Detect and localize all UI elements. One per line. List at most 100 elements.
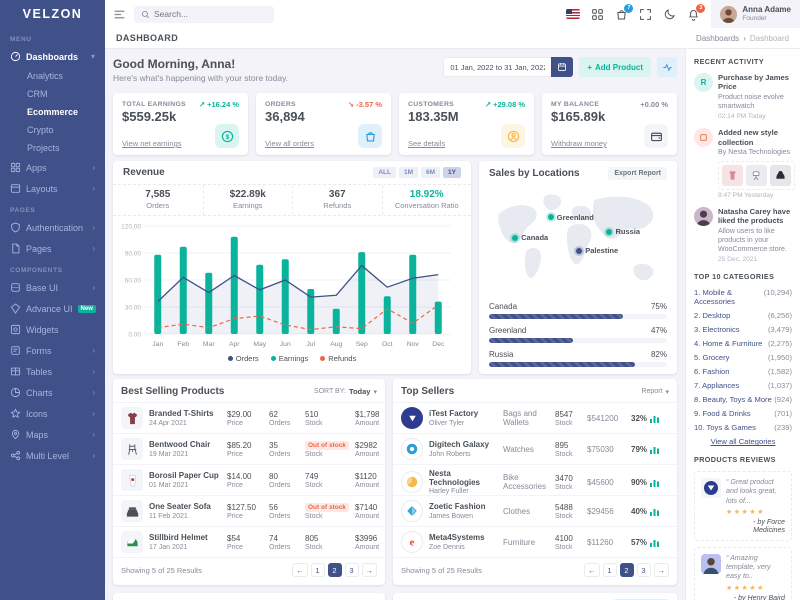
sidebar-section-pages: PAGES xyxy=(10,207,36,214)
map-pin-icon xyxy=(11,430,20,440)
seller-name[interactable]: Nesta Technologies xyxy=(429,469,480,488)
product-image[interactable] xyxy=(770,164,791,186)
svg-text:60.00: 60.00 xyxy=(125,278,142,285)
product-name[interactable]: Borosil Paper Cup xyxy=(149,471,219,481)
add-product-button[interactable]: + Add Product xyxy=(579,57,651,77)
product-image[interactable] xyxy=(722,164,743,186)
pagination-page-1[interactable]: 1 xyxy=(310,563,325,577)
map-marker-palestine[interactable]: Palestine xyxy=(576,246,618,255)
sidebar-item-crm[interactable]: CRM xyxy=(27,89,48,99)
pagination-page-3[interactable]: 3 xyxy=(344,563,359,577)
sidebar-item-base-ui[interactable]: Base UI › xyxy=(0,277,105,298)
pagination-next[interactable]: → xyxy=(653,563,669,577)
sidebar-item-crypto[interactable]: Crypto xyxy=(27,125,54,135)
svg-text:Nov: Nov xyxy=(407,341,420,348)
view-all-orders-link[interactable]: View all orders xyxy=(265,139,315,148)
calendar-button[interactable] xyxy=(551,57,574,77)
map-marker-russia[interactable]: Russia xyxy=(606,227,640,236)
sidebar-item-dashboards[interactable]: Dashboards ▾ xyxy=(0,46,105,67)
activity-button[interactable] xyxy=(657,57,677,77)
review-card: “ Amazing template, very easy to.. ★★★★★… xyxy=(694,546,792,600)
sidebar-item-multi-level[interactable]: Multi Level › xyxy=(0,445,105,466)
stat-value: $165.89k xyxy=(551,109,606,124)
export-report-button[interactable]: Export Report xyxy=(608,167,667,180)
chevron-right-icon: › xyxy=(92,283,95,292)
seller-name[interactable]: Digitech Galaxy xyxy=(429,440,490,450)
sidebar-item-advance-ui[interactable]: Advance UI New xyxy=(0,298,105,319)
sidebar-item-maps[interactable]: Maps › xyxy=(0,424,105,445)
seller-name[interactable]: Meta4Systems xyxy=(429,533,485,543)
web-apps-button[interactable] xyxy=(591,8,604,21)
chevron-right-icon: › xyxy=(92,184,95,193)
sidebar-item-analytics[interactable]: Analytics xyxy=(27,71,64,81)
language-flag-button[interactable] xyxy=(566,9,581,19)
dark-mode-button[interactable] xyxy=(663,8,676,21)
main-content: Good Morning, Anna! Here's what's happen… xyxy=(105,49,685,600)
activity-item: Added new style collection By Nesta Tech… xyxy=(694,128,795,199)
sidebar-item-apps[interactable]: Apps › xyxy=(0,157,105,178)
product-image[interactable] xyxy=(746,164,767,186)
product-name[interactable]: One Seater Sofa xyxy=(149,502,211,512)
map-marker-canada[interactable]: Canada xyxy=(512,233,548,242)
filter-6m[interactable]: 6M xyxy=(421,167,441,178)
search-input[interactable] xyxy=(154,9,259,19)
report-dropdown[interactable]: Report ▾ xyxy=(641,388,669,396)
cart-button[interactable]: 7 xyxy=(615,3,634,21)
revenue-chart: 0.00 30.00 60.00 90.00 120.00 Jan Feb Mar Apr May… xyxy=(121,224,451,348)
category-row: 7. Appliances (1,037) xyxy=(694,381,792,391)
chevron-right-icon: › xyxy=(92,346,95,355)
pagination-prev[interactable]: ← xyxy=(292,563,308,577)
chevron-right-icon: › xyxy=(92,451,95,460)
app-logo[interactable]: VELZON xyxy=(22,7,83,21)
withdraw-money-link[interactable]: Withdraw money xyxy=(551,139,607,148)
see-details-link[interactable]: See details xyxy=(408,139,446,148)
pagination-page-2[interactable]: 2 xyxy=(327,563,342,577)
seller-name[interactable]: Zoetic Fashion xyxy=(429,502,486,512)
user-menu[interactable]: Anna Adame Founder xyxy=(711,0,800,28)
pagination-next[interactable]: → xyxy=(361,563,377,577)
product-name[interactable]: Bentwood Chair xyxy=(149,440,211,450)
sales-by-locations-card: Sales by Locations Export Report Greenl xyxy=(479,161,677,374)
svg-text:90.00: 90.00 xyxy=(125,251,142,258)
pagination-prev[interactable]: ← xyxy=(584,563,600,577)
fullscreen-button[interactable] xyxy=(639,8,652,21)
date-range-input[interactable] xyxy=(443,57,552,77)
sidebar-item-authentication[interactable]: Authentication › xyxy=(0,217,105,238)
sidebar-item-forms[interactable]: Forms › xyxy=(0,340,105,361)
progress-bar xyxy=(489,338,573,343)
menu-toggle-icon[interactable] xyxy=(113,8,126,21)
sort-by-dropdown[interactable]: SORT BY: Today ▾ xyxy=(313,387,377,396)
star-icon xyxy=(10,408,21,418)
notifications-button[interactable]: 3 xyxy=(687,3,706,21)
category-row: 2. Desktop (6,256) xyxy=(694,311,792,321)
filter-1y[interactable]: 1Y xyxy=(443,167,461,178)
seller-name[interactable]: iTest Factory xyxy=(429,409,479,419)
chevron-down-icon: ▾ xyxy=(665,388,669,396)
sidebar-item-charts[interactable]: Charts › xyxy=(0,382,105,403)
sidebar-section-menu: MENU xyxy=(10,36,32,43)
sidebar-item-icons[interactable]: Icons › xyxy=(0,403,105,424)
pagination-page-3[interactable]: 3 xyxy=(636,563,651,577)
sidebar-item-projects[interactable]: Projects xyxy=(27,143,60,153)
sidebar-item-ecommerce[interactable]: Ecommerce xyxy=(27,107,79,117)
product-name[interactable]: Stillbird Helmet xyxy=(149,533,208,543)
activity-item: Natasha Carey have liked the products Al… xyxy=(694,206,792,263)
trend-badge: ↗ +29.08 % xyxy=(484,100,525,109)
pagination-page-2[interactable]: 2 xyxy=(619,563,634,577)
view-all-categories-link[interactable]: View all Categories xyxy=(710,437,776,447)
map-marker-greenland[interactable]: Greenland xyxy=(547,213,594,222)
results-count: Showing 5 of 25 Results xyxy=(401,565,482,575)
sidebar-item-tables[interactable]: Tables › xyxy=(0,361,105,382)
sidebar-item-layouts[interactable]: Layouts › xyxy=(0,178,105,199)
view-net-earnings-link[interactable]: View net earnings xyxy=(122,139,182,148)
filter-all[interactable]: ALL xyxy=(373,167,396,178)
product-name[interactable]: Branded T-Shirts xyxy=(149,409,214,419)
stat-value: 183.35M xyxy=(408,109,459,124)
pagination-page-1[interactable]: 1 xyxy=(602,563,617,577)
mini-bars-icon xyxy=(650,539,660,547)
store-visits-card: Store Visits by Source xyxy=(113,593,385,600)
sidebar-item-widgets[interactable]: Widgets xyxy=(0,319,105,340)
breadcrumb-parent[interactable]: Dashboards xyxy=(696,33,740,43)
sidebar-item-pages[interactable]: Pages › xyxy=(0,238,105,259)
filter-1m[interactable]: 1M xyxy=(398,167,419,178)
